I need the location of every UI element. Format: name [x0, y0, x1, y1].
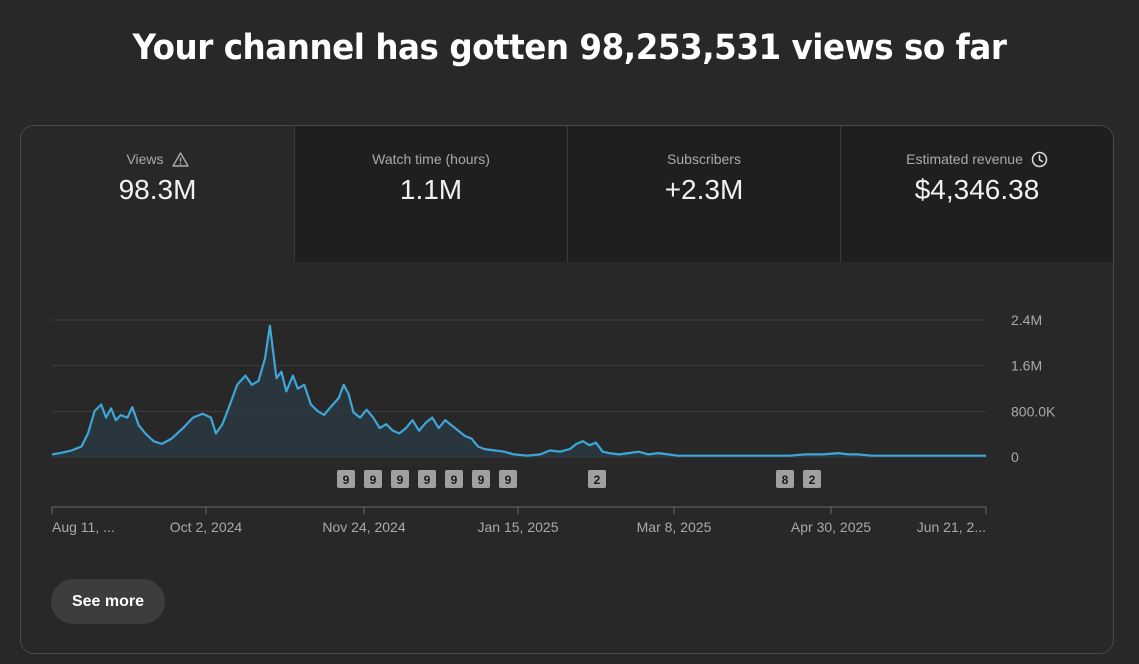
video-marker[interactable]: 9 [418, 470, 436, 488]
page-headline: Your channel has gotten 98,253,531 views… [132, 28, 1007, 68]
video-marker[interactable]: 9 [391, 470, 409, 488]
video-marker-count: 9 [451, 473, 458, 487]
video-marker[interactable]: 9 [364, 470, 382, 488]
metric-tab-subscribers[interactable]: Subscribers +2.3M [567, 126, 840, 262]
warning-icon[interactable] [171, 151, 189, 168]
x-tick-label: Jan 15, 2025 [478, 519, 559, 535]
see-more-button[interactable]: See more [51, 579, 165, 624]
video-marker-count: 2 [809, 473, 816, 487]
x-tick-label: Nov 24, 2024 [322, 519, 405, 535]
metric-value-subscribers: +2.3M [664, 174, 744, 205]
metric-label-views: Views [126, 151, 164, 167]
video-marker-count: 9 [370, 473, 377, 487]
video-marker[interactable]: 9 [337, 470, 355, 488]
video-marker[interactable]: 9 [445, 470, 463, 488]
metric-value-watch-time: 1.1M [399, 174, 463, 205]
video-marker-count: 9 [397, 473, 404, 487]
y-tick-label: 0 [1011, 449, 1019, 465]
x-tick-label: Mar 8, 2025 [637, 519, 712, 535]
video-marker-count: 8 [782, 473, 789, 487]
y-tick-label: 2.4M [1011, 312, 1042, 328]
video-marker[interactable]: 8 [776, 470, 794, 488]
x-tick-label: Jun 21, 2... [917, 519, 986, 535]
y-tick-label: 1.6M [1011, 358, 1042, 374]
video-marker[interactable]: 2 [803, 470, 821, 488]
x-tick-label: Oct 2, 2024 [170, 519, 243, 535]
x-tick-label: Apr 30, 2025 [791, 519, 871, 535]
metric-tab-revenue[interactable]: Estimated revenue $4,346.38 [840, 126, 1113, 262]
metric-label-revenue: Estimated revenue [906, 151, 1023, 167]
x-tick-label: Aug 11, ... [52, 519, 115, 535]
video-marker[interactable]: 9 [499, 470, 517, 488]
metric-label-watch-time: Watch time (hours) [372, 151, 490, 167]
video-marker-count: 9 [478, 473, 485, 487]
clock-icon[interactable] [1031, 151, 1048, 168]
video-marker-count: 9 [505, 473, 512, 487]
y-tick-label: 800.0K [1011, 403, 1056, 419]
views-series-line [51, 324, 986, 457]
analytics-card: Views 98.3M Watch time (hours) 1.1M Subs… [20, 125, 1114, 654]
video-marker-count: 9 [424, 473, 431, 487]
metric-tab-watch-time[interactable]: Watch time (hours) 1.1M [294, 126, 567, 262]
metric-value-revenue: $4,346.38 [914, 174, 1040, 205]
views-series-area [52, 325, 986, 457]
metric-tabs: Views 98.3M Watch time (hours) 1.1M Subs… [21, 126, 1113, 262]
video-marker[interactable]: 9 [472, 470, 490, 488]
metric-tab-views[interactable]: Views 98.3M [21, 126, 294, 262]
metric-value-views: 98.3M [118, 174, 197, 205]
video-marker-count: 2 [594, 473, 601, 487]
metric-label-subscribers: Subscribers [667, 151, 741, 167]
video-marker-count: 9 [343, 473, 350, 487]
video-marker[interactable]: 2 [588, 470, 606, 488]
views-chart[interactable]: 2.4M 1.6M 800.0K 0 9 9 9 9 9 9 9 2 8 2 Aug 11, ... Oct … [21, 262, 1114, 552]
